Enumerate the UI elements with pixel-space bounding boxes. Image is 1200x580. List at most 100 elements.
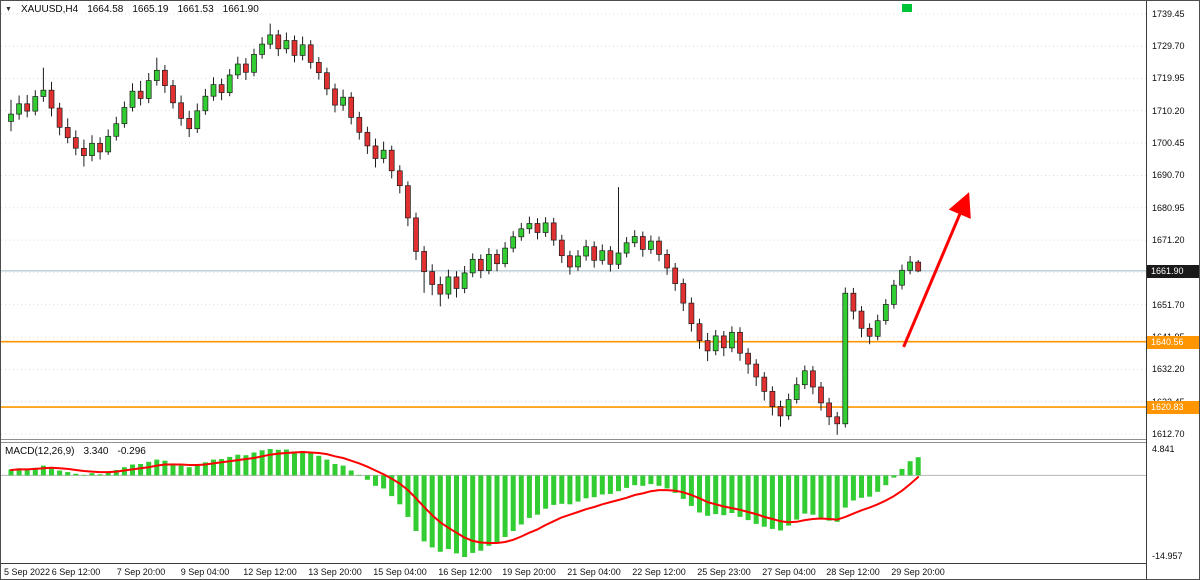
time-axis-label: 21 Sep 04:00 xyxy=(567,567,621,577)
macd-scale-max-label: 4.841 xyxy=(1152,444,1175,454)
candle xyxy=(48,89,55,109)
time-axis-label: 15 Sep 04:00 xyxy=(373,567,427,577)
macd-bar xyxy=(381,475,387,489)
candle xyxy=(461,272,468,289)
macd-bar xyxy=(283,449,289,476)
price-axis-label: 1739.45 xyxy=(1152,9,1185,19)
orange-line-price-tag-2: 1620.83 xyxy=(1147,401,1199,414)
candle xyxy=(801,370,808,386)
macd-bar xyxy=(591,475,597,498)
candle xyxy=(810,370,816,388)
candle xyxy=(785,399,792,417)
open-value: 1664.58 xyxy=(87,4,124,15)
candle xyxy=(510,236,517,249)
macd-bar xyxy=(413,475,419,531)
macd-bar xyxy=(567,475,573,505)
macd-bar xyxy=(194,465,200,476)
candle xyxy=(299,44,306,56)
candle xyxy=(575,255,581,268)
macd-chart-canvas[interactable] xyxy=(1,443,1146,563)
close-value: 1661.90 xyxy=(222,4,259,15)
macd-bar xyxy=(518,475,524,525)
trend-arrow[interactable] xyxy=(902,192,971,348)
macd-bar xyxy=(292,451,297,476)
macd-bar xyxy=(24,470,30,476)
candlestick-chart-canvas[interactable] xyxy=(1,1,1146,439)
candle xyxy=(8,113,14,122)
time-axis[interactable]: 5 Sep 2022 6 Sep 12:00 7 Sep 20:00 9 Sep 04… xyxy=(1,564,1146,579)
macd-bar xyxy=(583,475,589,499)
macd-bar xyxy=(470,475,476,553)
macd-bar xyxy=(89,473,95,476)
candle xyxy=(437,284,444,295)
candle xyxy=(121,107,128,125)
candle xyxy=(874,320,881,337)
candle xyxy=(162,69,168,86)
time-axis-label: 29 Sep 20:00 xyxy=(891,567,945,577)
price-axis-label: 1632.20 xyxy=(1152,364,1185,374)
macd-bar xyxy=(624,475,630,488)
macd-bar xyxy=(680,475,686,499)
pane-divider[interactable] xyxy=(1,439,1199,440)
time-axis-label: 13 Sep 20:00 xyxy=(308,567,362,577)
macd-bar xyxy=(607,475,613,494)
macd-bar xyxy=(202,462,208,476)
candle xyxy=(364,131,371,147)
candle xyxy=(153,69,160,81)
candle xyxy=(502,247,508,265)
candle xyxy=(243,63,249,73)
candle xyxy=(672,267,679,284)
macd-bar xyxy=(154,459,160,476)
candle xyxy=(494,254,500,265)
macd-bar xyxy=(40,465,46,476)
candle xyxy=(518,228,525,238)
candle xyxy=(834,416,841,425)
macd-bar xyxy=(883,475,889,486)
candle xyxy=(81,147,87,156)
candle xyxy=(769,390,776,407)
symbol-period-label: XAUUSD,H4 xyxy=(20,4,79,15)
macd-bar xyxy=(907,461,913,476)
price-chart-pane[interactable]: ▼ XAUUSD,H4 1664.58 1665.19 1661.53 1661… xyxy=(1,1,1146,439)
candle xyxy=(599,250,606,261)
macd-bar xyxy=(97,474,103,476)
macd-bar xyxy=(802,475,808,514)
candle xyxy=(558,239,565,257)
macd-bar xyxy=(300,450,306,476)
macd-bar xyxy=(243,455,249,476)
candle xyxy=(267,34,274,45)
candle xyxy=(591,246,598,261)
macd-bar xyxy=(834,475,840,522)
macd-bar xyxy=(915,457,921,476)
macd-bar xyxy=(648,475,654,485)
price-axis-label: 1700.45 xyxy=(1152,138,1185,148)
macd-scale-min-label: -14.957 xyxy=(1152,551,1183,561)
macd-bar xyxy=(737,475,743,517)
macd-bar xyxy=(632,475,638,486)
macd-bar xyxy=(664,475,670,489)
candle xyxy=(583,246,589,257)
pane-divider-2[interactable] xyxy=(1,442,1199,443)
candle xyxy=(275,34,282,50)
candle xyxy=(40,89,47,97)
macd-indicator-pane[interactable]: MACD(12,26,9) 3.340 -0.296 xyxy=(1,443,1146,563)
macd-bar xyxy=(267,449,273,476)
candle xyxy=(631,236,638,244)
candle xyxy=(145,80,152,99)
macd-bar xyxy=(186,467,192,476)
candle xyxy=(607,250,614,265)
time-axis-label: 7 Sep 20:00 xyxy=(116,567,166,577)
macd-bar xyxy=(575,475,581,502)
macd-bar xyxy=(405,475,411,517)
macd-bar xyxy=(867,475,873,497)
macd-bar xyxy=(818,475,824,518)
price-scale-axis[interactable]: 1739.45 1729.70 1719.95 1710.20 1700.45 1690.… xyxy=(1146,1,1199,579)
price-axis-label: 1729.70 xyxy=(1152,41,1185,51)
macd-bar xyxy=(656,475,662,486)
candle xyxy=(696,323,703,341)
candle xyxy=(567,255,573,268)
candle xyxy=(283,40,290,50)
candle xyxy=(56,107,63,128)
time-axis-label: 9 Sep 04:00 xyxy=(180,567,230,577)
macd-bar xyxy=(32,467,38,476)
